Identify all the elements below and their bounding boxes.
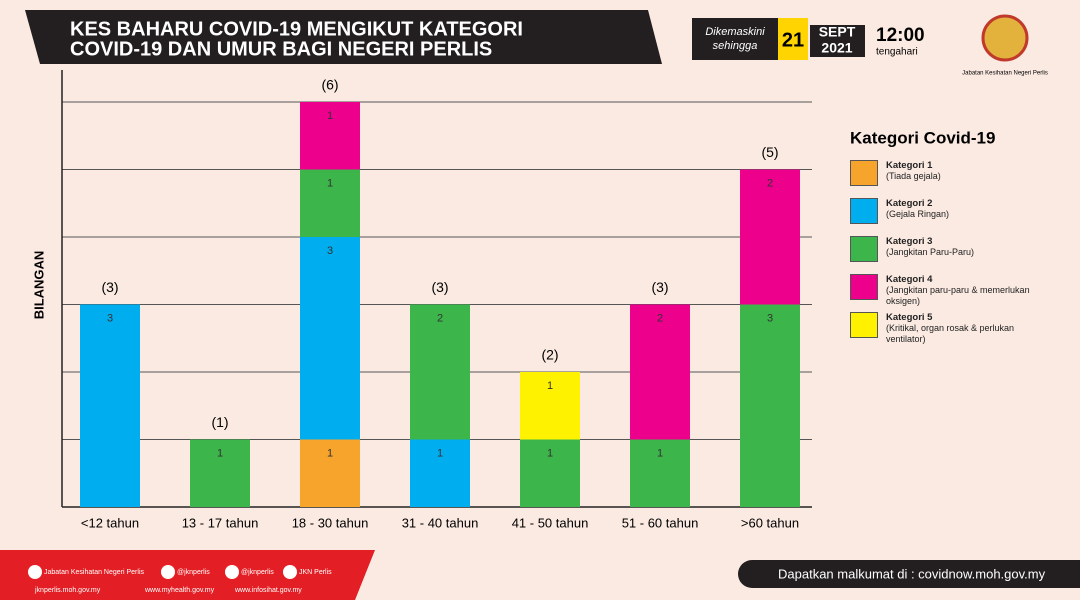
legend-item: Kategori 1 (Tiada gejala) xyxy=(850,160,1050,194)
info: Dapatkan malkumat di : covidnow.moh.gov.… xyxy=(778,566,1046,581)
segment-label: 1 xyxy=(217,447,223,459)
total-label: (1) xyxy=(211,414,228,430)
segment-label: 1 xyxy=(437,447,443,459)
legend-item: Kategori 4 (Jangkitan paru-paru & memerlu… xyxy=(850,274,1050,308)
segment-label: 1 xyxy=(327,110,333,122)
bar-segment xyxy=(740,169,800,305)
legend-description: (Gejala Ringan) xyxy=(886,209,950,219)
link: www.myhealth.gov.my xyxy=(144,587,215,594)
bar-segment xyxy=(520,372,580,440)
segment-label: 1 xyxy=(547,447,553,459)
legend-swatch xyxy=(850,198,878,224)
legend-description: (Kritikal, organ rosak & perlukan ventil… xyxy=(886,323,1015,344)
bar-segment xyxy=(300,102,360,170)
header-banner xyxy=(25,10,662,64)
legend-item: Kategori 5 (Kritikal, organ rosak & perlu… xyxy=(850,312,1050,346)
x-tick-label: 13 - 17 tahun xyxy=(182,515,259,530)
x-tick-label: 31 - 40 tahun xyxy=(402,515,479,530)
time-label: tengahari xyxy=(876,47,918,58)
segment-label: 3 xyxy=(327,245,333,257)
segment-label: 1 xyxy=(547,380,553,392)
info-banner xyxy=(738,560,1080,588)
bar-segment xyxy=(630,304,690,440)
icon xyxy=(283,565,297,579)
social: @jknperlis xyxy=(241,569,274,576)
icon xyxy=(161,565,175,579)
title-line: KES BAHARU COVID-19 MENGIKUT KATEGORI xyxy=(70,18,523,40)
icon xyxy=(225,565,239,579)
x-tick-label: <12 tahun xyxy=(81,515,139,530)
time: 12:00 xyxy=(876,25,925,46)
segment-label: 1 xyxy=(327,177,333,189)
x-tick-label: 18 - 30 tahun xyxy=(292,515,369,530)
social: @jknperlis xyxy=(177,569,210,576)
legend-description: (Jangkitan paru-paru & memerlukan oksige… xyxy=(886,285,1030,306)
legend-name: Kategori 3 xyxy=(886,236,933,247)
legend-description: (Jangkitan Paru-Paru) xyxy=(886,247,975,257)
legend-description: (Tiada gejala) xyxy=(886,171,941,181)
icon xyxy=(28,565,42,579)
total-label: (5) xyxy=(761,144,778,160)
bar-segment xyxy=(410,439,470,507)
segment-label: 2 xyxy=(657,312,663,324)
x-tick-label: 51 - 60 tahun xyxy=(622,515,699,530)
legend-swatch xyxy=(850,160,878,186)
x-tick-label: 41 - 50 tahun xyxy=(512,515,589,530)
total-label: (3) xyxy=(431,279,448,295)
bar-segment xyxy=(300,169,360,237)
legend-item: Kategori 3 (Jangkitan Paru-Paru) xyxy=(850,236,1050,270)
bar-segment xyxy=(300,237,360,440)
bar-segment xyxy=(740,304,800,507)
month: SEPT xyxy=(819,24,856,40)
day-box xyxy=(778,18,808,60)
updated-label: sehingga xyxy=(713,40,758,52)
link: jknperlis.moh.gov.my xyxy=(34,587,101,594)
bar-segment xyxy=(520,439,580,507)
x-tick-label: >60 tahun xyxy=(741,515,799,530)
bar-segment xyxy=(190,439,250,507)
total-label: (6) xyxy=(321,77,338,93)
legend-item: Kategori 2 (Gejala Ringan) xyxy=(850,198,1050,232)
legend-swatch xyxy=(850,274,878,300)
link: www.infosihat.gov.my xyxy=(234,587,302,594)
legend-swatch xyxy=(850,312,878,338)
bar-segment xyxy=(410,304,470,440)
month-box xyxy=(810,25,865,57)
segment-label: 1 xyxy=(327,447,333,459)
segment-label: 1 xyxy=(657,447,663,459)
legend-title: Kategori Covid-19 xyxy=(850,128,995,147)
title-line: COVID-19 DAN UMUR BAGI NEGERI PERLIS xyxy=(70,38,492,60)
segment-label: 3 xyxy=(107,312,113,324)
updated-label: Dikemaskini xyxy=(705,26,765,38)
total-label: (3) xyxy=(651,279,668,295)
legend-name: Kategori 1 xyxy=(886,160,933,171)
legend-name: Kategori 5 xyxy=(886,312,933,323)
y-axis-label: BILANGAN xyxy=(31,251,46,320)
date-box xyxy=(692,18,778,60)
total-label: (2) xyxy=(541,347,558,363)
segment-label: 2 xyxy=(437,312,443,324)
legend-name: Kategori 4 xyxy=(886,274,933,285)
social: Jabatan Kesihatan Negeri Perlis xyxy=(44,569,145,576)
segment-label: 3 xyxy=(767,312,773,324)
logo-caption: Jabatan Kesihatan Negeri Perlis xyxy=(962,71,1048,77)
segment-label: 2 xyxy=(767,177,773,189)
day: 21 xyxy=(782,29,804,51)
bar-segment xyxy=(300,439,360,507)
social: JKN Perlis xyxy=(299,569,332,576)
footer-banner xyxy=(0,550,375,600)
bar-segment xyxy=(80,304,140,507)
total-label: (3) xyxy=(101,279,118,295)
bar-segment xyxy=(630,439,690,507)
year: 2021 xyxy=(821,40,852,56)
legend-name: Kategori 2 xyxy=(886,198,933,209)
legend-swatch xyxy=(850,236,878,262)
logo xyxy=(981,14,1029,62)
